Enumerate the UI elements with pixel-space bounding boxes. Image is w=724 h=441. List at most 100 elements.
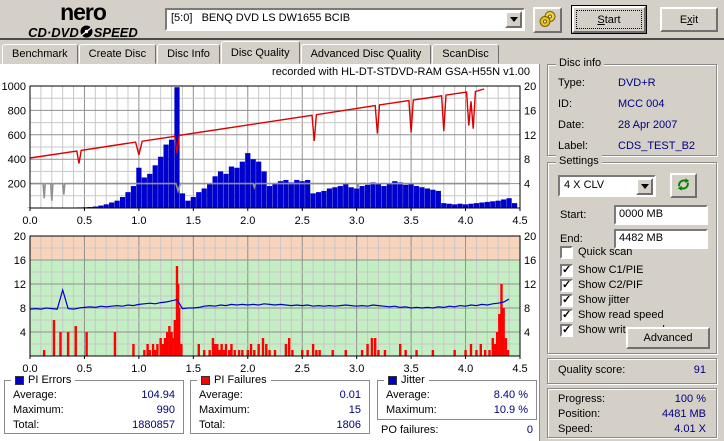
pi-errors-stats: PI Errors Average: 104.94 Maximum: 990 Tot… — [4, 374, 184, 434]
speed-select[interactable]: 4 X CLV — [558, 175, 656, 197]
tab-disc-info[interactable]: Disc Info — [157, 44, 220, 64]
svg-text:3.5: 3.5 — [403, 215, 418, 227]
start-field-label: Start: — [560, 209, 587, 221]
checkbox-show-jitter[interactable]: Show jitter — [560, 293, 629, 307]
speed-value: 4.01 X — [674, 423, 706, 435]
svg-text:1.0: 1.0 — [131, 363, 146, 375]
svg-text:4: 4 — [20, 327, 26, 339]
speed-select-arrow[interactable] — [636, 178, 653, 195]
drive-select[interactable]: [5:0] BENQ DVD LS DW1655 BCIB — [165, 8, 525, 31]
svg-text:2.0: 2.0 — [240, 363, 255, 375]
svg-text:0.0: 0.0 — [22, 215, 37, 227]
svg-text:0.5: 0.5 — [77, 215, 92, 227]
tab-disc-quality[interactable]: Disc Quality — [220, 41, 300, 64]
svg-text:1.5: 1.5 — [186, 363, 201, 375]
chart-title: recorded with HL-DT-STDVD-RAM GSA-H55N v… — [272, 66, 530, 78]
nero-logo: nero CD·DVD SPEED — [8, 1, 158, 40]
start-input[interactable]: 0000 MB — [614, 205, 708, 225]
svg-text:4.5: 4.5 — [512, 363, 527, 375]
checkbox-icon[interactable] — [560, 278, 573, 292]
svg-text:20: 20 — [524, 81, 536, 93]
disc-info-group: Disc info Type: DVD+R ID: MCC 004 Date: 28 … — [547, 57, 717, 156]
disc-label: CDS_TEST_B2 — [618, 140, 696, 152]
checkbox-icon[interactable] — [560, 263, 573, 277]
pi-failures-stats: PI Failures Average: 0.01 Maximum: 15 Tota… — [190, 374, 370, 434]
jitter-stats: Jitter Average: 8.40 % Maximum: 10.9 % — [377, 374, 537, 420]
tab-advanced-disc-quality[interactable]: Advanced Disc Quality — [300, 44, 432, 64]
jitter-title: Jitter — [401, 374, 425, 386]
po-failures-value: 0 — [526, 424, 533, 436]
pif-jitter-chart: 4 8 12 16 20 4 8 12 16 20 0.0 0.5 1.0 1.5 2.0 2.5 3.0 3.5… — [14, 231, 537, 375]
chevron-down-icon — [640, 184, 649, 189]
po-failures-row: PO failures: 0 — [381, 424, 533, 436]
svg-text:4: 4 — [524, 179, 530, 191]
svg-text:16: 16 — [14, 255, 26, 267]
checkbox-icon[interactable] — [560, 323, 573, 337]
position-value: 4481 MB — [661, 408, 706, 420]
pi-failures-legend-swatch — [201, 375, 210, 385]
svg-text:8: 8 — [524, 303, 530, 315]
tab-create-disc[interactable]: Create Disc — [78, 44, 157, 64]
chevron-down-icon — [509, 17, 518, 22]
svg-text:20: 20 — [524, 231, 536, 243]
exit-button[interactable]: Exit — [660, 7, 718, 32]
discs-icon — [538, 10, 558, 31]
svg-text:600: 600 — [8, 130, 26, 142]
svg-text:3.0: 3.0 — [349, 363, 364, 375]
svg-text:1.5: 1.5 — [186, 215, 201, 227]
start-button[interactable]: Start — [572, 6, 646, 33]
svg-text:0.0: 0.0 — [22, 363, 37, 375]
checkbox-show-c1-pie[interactable]: Show C1/PIE — [560, 263, 643, 277]
svg-text:4.0: 4.0 — [458, 215, 473, 227]
svg-text:8: 8 — [524, 154, 530, 166]
checkbox-icon[interactable] — [560, 293, 573, 307]
end-input[interactable]: 4482 MB — [614, 229, 708, 249]
pie-average: 104.94 — [141, 389, 175, 401]
svg-text:2.5: 2.5 — [295, 215, 310, 227]
drive-select-arrow[interactable] — [505, 11, 522, 28]
checkbox-icon[interactable] — [560, 245, 573, 259]
eject-button[interactable] — [533, 7, 562, 33]
disc-quality-page: recorded with HL-DT-STDVD-RAM GSA-H55N v… — [0, 64, 540, 441]
advanced-button[interactable]: Advanced — [626, 327, 710, 349]
pie-total: 1880857 — [132, 419, 175, 431]
svg-text:16: 16 — [524, 255, 536, 267]
svg-text:12: 12 — [14, 279, 26, 291]
quality-score-panel: Quality score: 91 — [547, 358, 717, 384]
pif-average: 0.01 — [339, 389, 361, 401]
end-field-label: End: — [560, 233, 583, 245]
svg-text:3.0: 3.0 — [349, 215, 364, 227]
disc-info-title: Disc info — [556, 57, 605, 69]
logo-nero-text: nero — [60, 0, 107, 25]
svg-text:0.5: 0.5 — [77, 363, 92, 375]
jitter-maximum: 10.9 % — [493, 404, 528, 416]
refresh-button[interactable] — [670, 173, 697, 198]
pi-errors-title: PI Errors — [28, 374, 72, 386]
checkbox-icon[interactable] — [560, 308, 573, 322]
logo-speed-text: SPEED — [93, 25, 138, 40]
pi-failures-title: PI Failures — [214, 374, 267, 386]
pif-total: 1806 — [336, 419, 361, 431]
jitter-average: 8.40 % — [493, 389, 528, 401]
svg-text:2.0: 2.0 — [240, 215, 255, 227]
pif-maximum: 15 — [348, 404, 361, 416]
svg-text:4.0: 4.0 — [458, 363, 473, 375]
disc-icon — [80, 25, 93, 40]
checkbox-show-c2-pif[interactable]: Show C2/PIF — [560, 278, 643, 292]
speed-select-value: 4 X CLV — [564, 179, 605, 191]
toolbar: nero CD·DVD SPEED [5:0] BENQ DVD LS DW16… — [0, 0, 724, 40]
svg-text:12: 12 — [524, 279, 536, 291]
svg-text:4: 4 — [524, 327, 530, 339]
logo-cddvd-text: CD·DVD — [28, 25, 79, 40]
checkbox-show-read-speed[interactable]: Show read speed — [560, 308, 664, 322]
quality-score-value: 91 — [693, 364, 706, 376]
tab-benchmark[interactable]: Benchmark — [2, 44, 78, 64]
tab-bar: Benchmark Create Disc Disc Info Disc Qua… — [2, 41, 500, 64]
checkbox-quick-scan[interactable]: Quick scan — [560, 245, 632, 259]
svg-text:16: 16 — [524, 105, 536, 117]
sidebar: Disc info Type: DVD+R ID: MCC 004 Date: 28 … — [540, 57, 724, 441]
disc-date: 28 Apr 2007 — [618, 119, 678, 131]
tab-scandisc[interactable]: ScanDisc — [432, 44, 499, 64]
settings-group: Settings 4 X CLV Start: 0000 MB End: 448… — [547, 155, 717, 354]
